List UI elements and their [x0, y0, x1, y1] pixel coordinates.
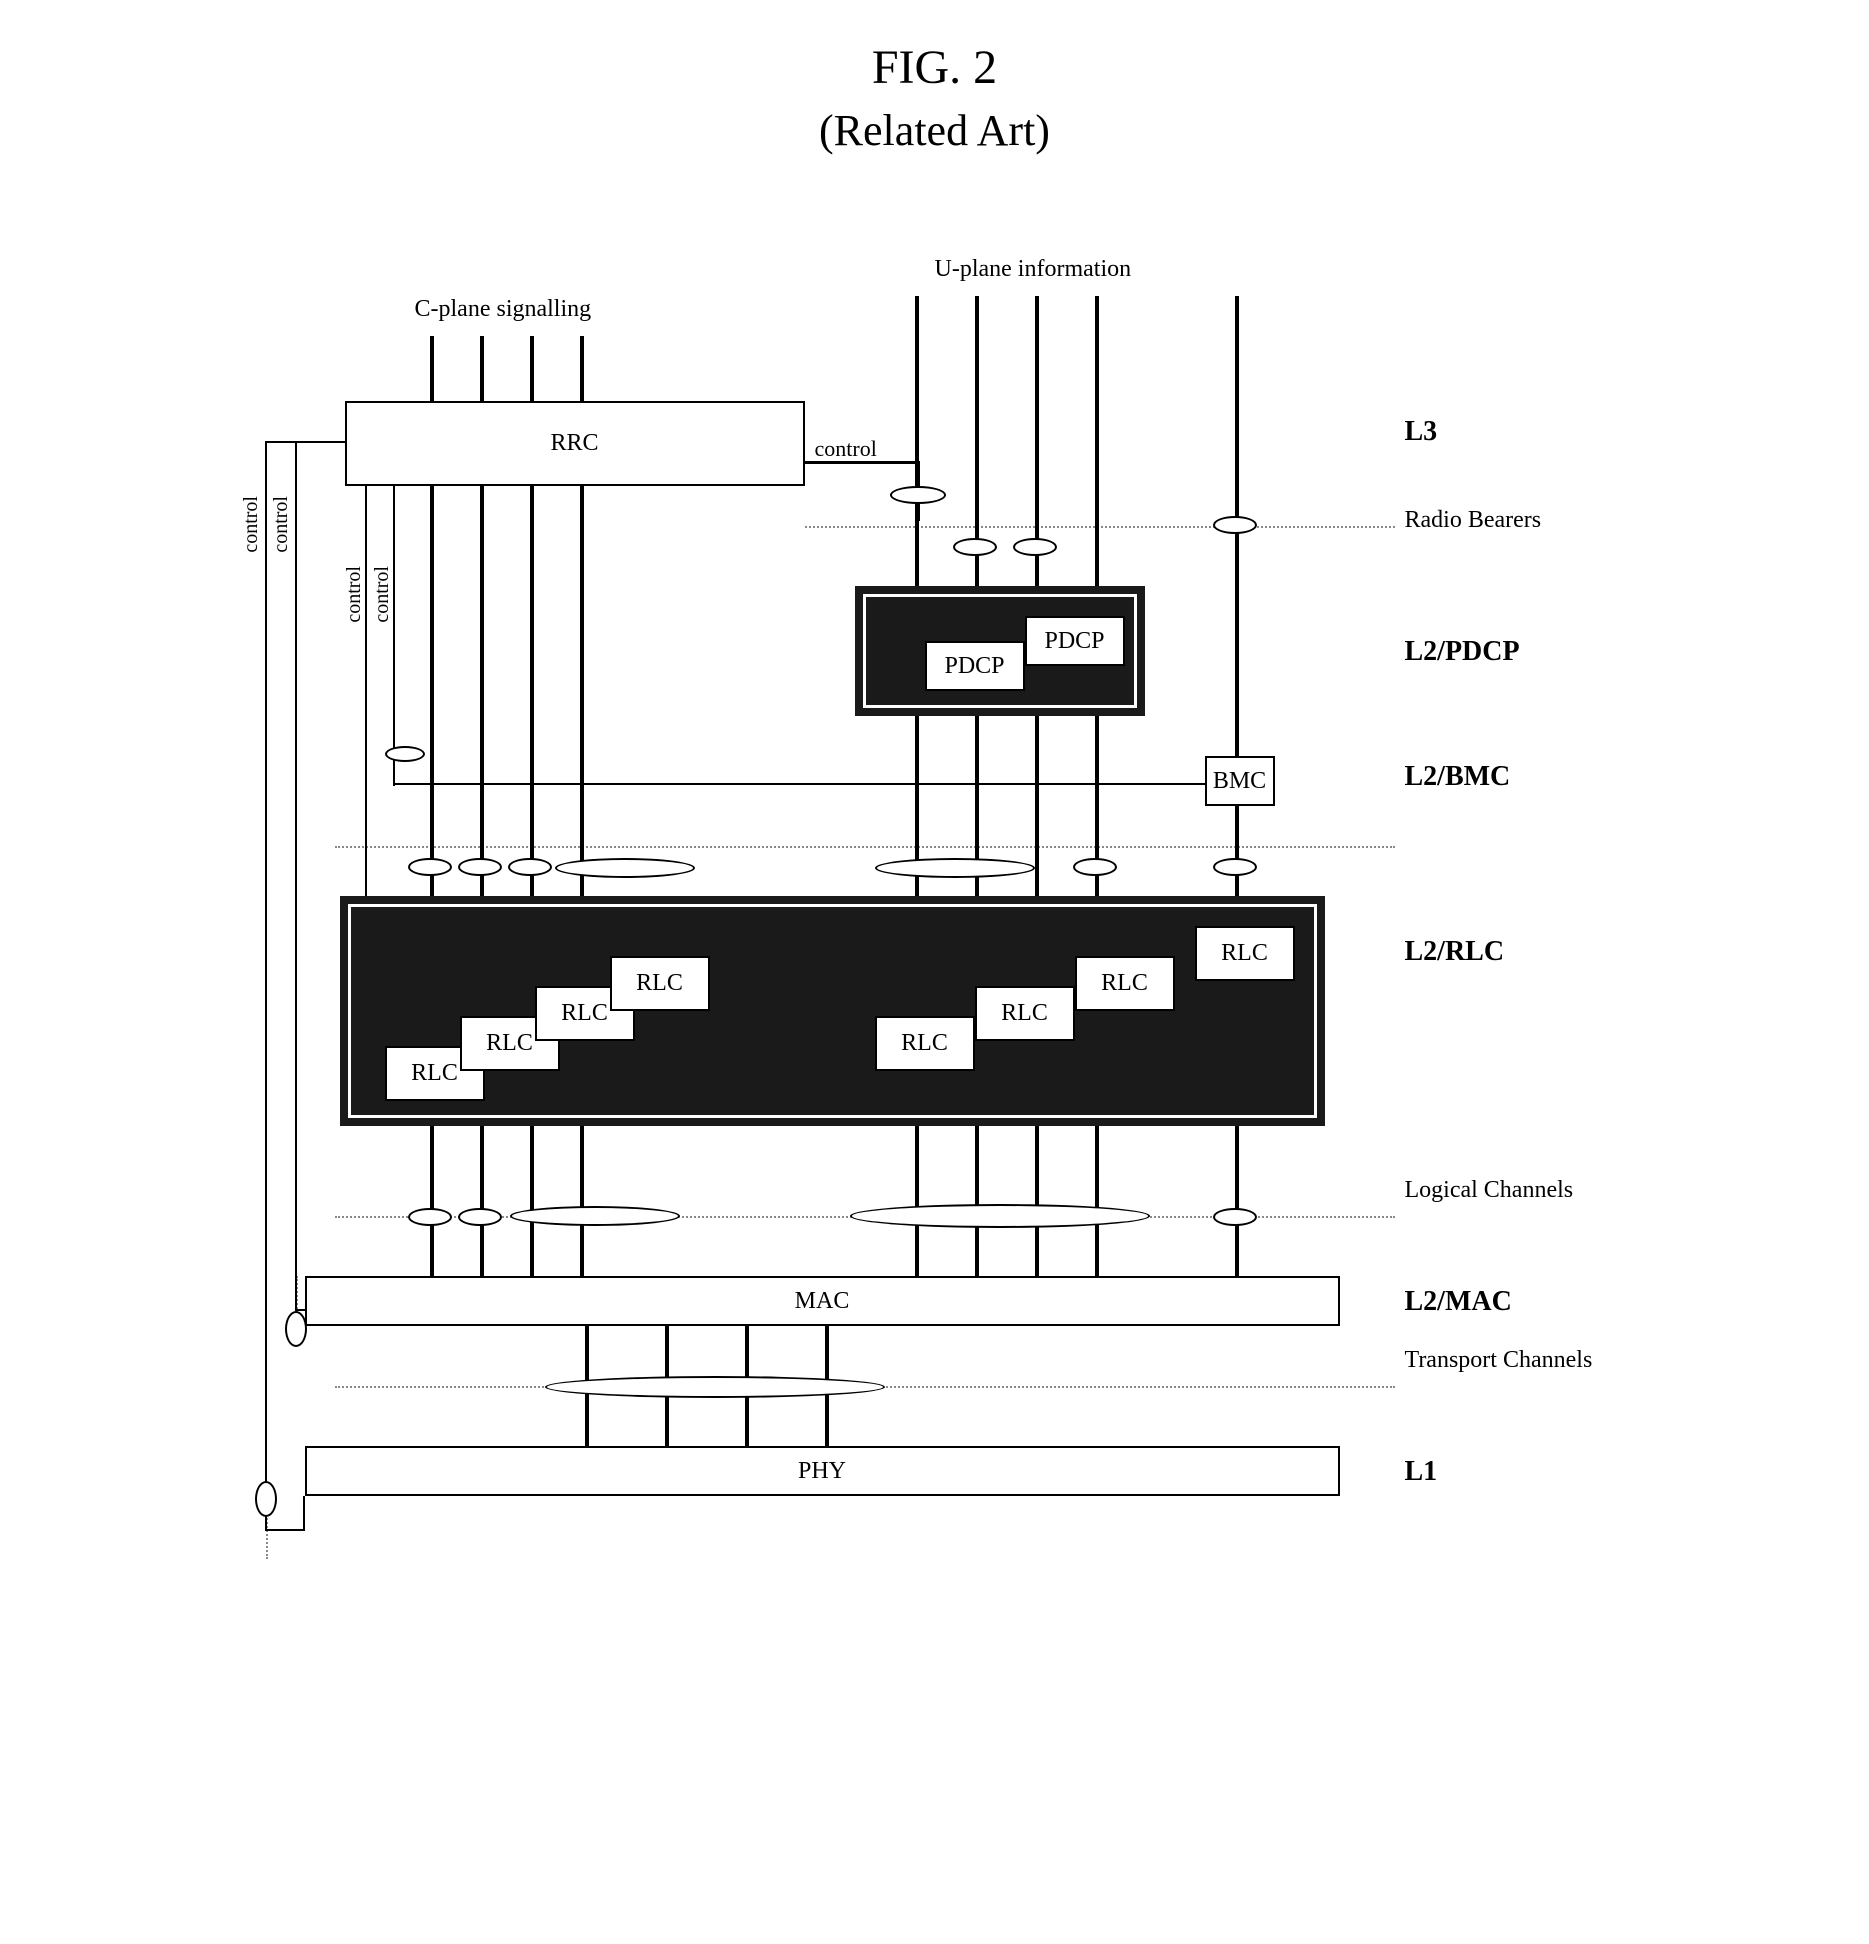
layer-l3: L3	[1405, 416, 1438, 448]
ctrl-to-bmc	[393, 783, 1205, 785]
rrc-control-label: control	[815, 436, 877, 462]
figure-container: FIG. 2 (Related Art) C-plane signalling …	[235, 40, 1635, 1616]
l2-ellipse-u5	[1213, 858, 1257, 876]
u-line-2	[975, 296, 979, 1276]
c-plane-label: C-plane signalling	[415, 296, 592, 323]
rrc-box-label: RRC	[550, 430, 598, 457]
rlc-box-c1-label: RLC	[411, 1060, 458, 1087]
u-line-1	[915, 296, 919, 1276]
log-ellipse-u-wide	[850, 1204, 1150, 1228]
ctrl-ellipse-mac	[285, 1311, 307, 1347]
rlc-box-u5: RLC	[1195, 926, 1295, 981]
log-ellipse-c1	[408, 1208, 452, 1226]
rlc-box-u3-label: RLC	[1101, 970, 1148, 997]
l2-ellipse-c4-wide	[555, 858, 695, 878]
control-ellipse-pdcp	[890, 486, 946, 504]
rrc-box: RRC	[345, 401, 805, 486]
layer-l1: L1	[1405, 1456, 1438, 1488]
logical-channels-label: Logical Channels	[1405, 1176, 1574, 1205]
ctrl-far-left	[265, 441, 267, 1531]
rb-ellipse-1	[953, 538, 997, 556]
rb-ellipse-2	[1013, 538, 1057, 556]
mac-box-label: MAC	[795, 1288, 850, 1315]
radio-bearers-label: Radio Bearers	[1405, 506, 1542, 535]
l2-ellipse-c3	[508, 858, 552, 876]
rlc-box-u1: RLC	[875, 1016, 975, 1071]
ctrl-to-phy-up	[303, 1496, 305, 1531]
l2-ellipse-u3	[1073, 858, 1117, 876]
bmc-box-label: BMC	[1213, 768, 1266, 795]
ctrl-inner-2	[393, 486, 395, 786]
pdcp-box-1: PDCP	[925, 641, 1025, 691]
log-ellipse-u5	[1213, 1208, 1257, 1226]
rlc-box-c2-label: RLC	[486, 1030, 533, 1057]
layer-l2-bmc: L2/BMC	[1405, 761, 1511, 793]
rlc-box-u2: RLC	[975, 986, 1075, 1041]
u-plane-label: U-plane information	[935, 256, 1132, 283]
rlc-box-u3: RLC	[1075, 956, 1175, 1011]
ctrl-inner-1-label: control	[343, 566, 366, 623]
layer-l2-pdcp: L2/PDCP	[1405, 636, 1520, 668]
rlc-box-u2-label: RLC	[1001, 1000, 1048, 1027]
figure-title: FIG. 2	[235, 40, 1635, 95]
phy-box-label: PHY	[798, 1458, 846, 1485]
pdcp-box-1-label: PDCP	[944, 653, 1004, 680]
ctrl-to-phy	[265, 1529, 305, 1531]
pdcp-box-2: PDCP	[1025, 616, 1125, 666]
pdcp-box-2-label: PDCP	[1044, 628, 1104, 655]
ctrl-far-left-label: control	[240, 496, 263, 553]
phy-box: PHY	[305, 1446, 1340, 1496]
rlc-box-c4-label: RLC	[636, 970, 683, 997]
rlc-box-u1-label: RLC	[901, 1030, 948, 1057]
l2-ellipse-u12-wide	[875, 858, 1035, 878]
ctrl-inner-2-label: control	[371, 566, 394, 623]
u-line-3	[1035, 296, 1039, 1276]
rlc-box-u5-label: RLC	[1221, 940, 1268, 967]
log-ellipse-c34-wide	[510, 1206, 680, 1226]
bmc-box: BMC	[1205, 756, 1275, 806]
ctrl-ellipse-phy	[255, 1481, 277, 1517]
radio-bearers-line	[805, 526, 1395, 528]
transport-ellipse-wide	[545, 1376, 885, 1398]
diagram-area: C-plane signalling U-plane information L…	[235, 216, 1635, 1616]
transport-channels-label: Transport Channels	[1405, 1346, 1593, 1375]
rlc-box-c4: RLC	[610, 956, 710, 1011]
ctrl-left-2-top	[295, 441, 345, 443]
rlc-dark-inner	[348, 904, 1317, 1118]
layer-l2-mac: L2/MAC	[1405, 1286, 1512, 1318]
figure-subtitle: (Related Art)	[235, 105, 1635, 156]
ctrl-left-2	[295, 441, 297, 1311]
layer-l2-rlc: L2/RLC	[1405, 936, 1505, 968]
mac-box: MAC	[305, 1276, 1340, 1326]
ctrl-inner-1	[365, 486, 367, 896]
l2-ellipse-c1	[408, 858, 452, 876]
rlc-box-c3-label: RLC	[561, 1000, 608, 1027]
rb-ellipse-5	[1213, 516, 1257, 534]
l2-ellipse-c2	[458, 858, 502, 876]
log-ellipse-c2	[458, 1208, 502, 1226]
ctrl-ellipse-bmc-path	[385, 746, 425, 762]
u-line-4	[1095, 296, 1099, 1276]
ctrl-left-2-label: control	[270, 496, 293, 553]
